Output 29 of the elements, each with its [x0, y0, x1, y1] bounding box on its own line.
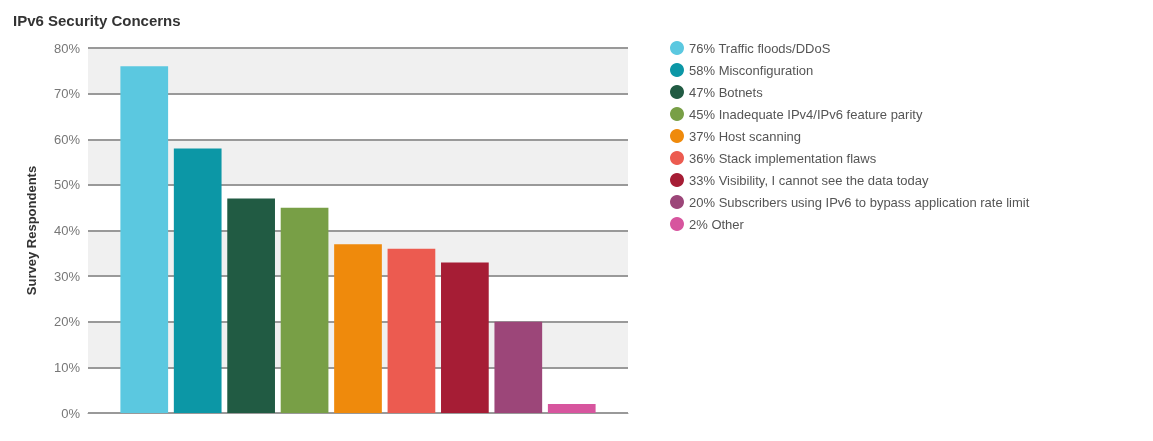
y-tick-label: 40%	[53, 223, 81, 238]
legend-label: 33% Visibility, I cannot see the data today	[689, 172, 929, 188]
legend-label: 47% Botnets	[689, 84, 764, 100]
bar	[227, 198, 275, 413]
y-axis-title: Survey Respondents	[24, 165, 39, 296]
y-tick-label: 70%	[53, 86, 81, 102]
bar	[280, 207, 329, 413]
bar	[173, 148, 222, 413]
y-tick-label: 30%	[53, 268, 81, 284]
legend-label: 20% Subscribers using IPv6 to bypass application rate limit	[689, 194, 1030, 210]
bar	[387, 248, 436, 413]
bar	[334, 244, 382, 413]
legend-label: 45% Inadequate IPv4/IPv6 feature parity	[689, 106, 923, 122]
legend-label: 36% Stack implementation flaws	[689, 150, 877, 166]
chart-title: IPv6 Security Concerns	[13, 12, 181, 29]
bar	[547, 403, 596, 413]
y-tick-label: 80%	[53, 40, 81, 56]
bar	[441, 262, 489, 413]
y-tick-label: 20%	[53, 314, 81, 330]
y-tick-label: 50%	[53, 177, 81, 193]
y-tick-label: 10%	[53, 359, 81, 375]
y-tick-label: 60%	[53, 131, 81, 147]
legend-label: 76% Traffic floods/DDoS	[689, 40, 831, 56]
legend-label: 37% Host scanning	[689, 128, 802, 144]
bar	[494, 321, 543, 413]
legend-label: 2% Other	[689, 216, 745, 232]
y-tick-label: 0%	[61, 405, 81, 421]
bar	[120, 66, 169, 413]
legend-label: 58% Misconfiguration	[689, 62, 814, 78]
